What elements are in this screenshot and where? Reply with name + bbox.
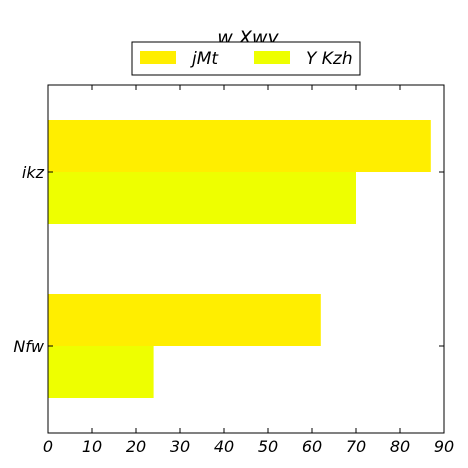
x-tick-label: 40: [214, 437, 234, 456]
x-tick-label: 10: [82, 437, 102, 456]
legend-swatch-y-kzh: [254, 51, 290, 64]
legend-label-jmt: jMt: [190, 49, 219, 69]
x-tick-label: 50: [258, 437, 278, 456]
bar-y-kzh-ikz: [48, 172, 356, 224]
x-tick-label: 60: [302, 437, 322, 456]
x-tick-label: 30: [170, 437, 190, 456]
y-tick-label: ikz: [22, 163, 45, 182]
x-tick-label: 80: [390, 437, 410, 456]
y-tick-label: Nfw: [13, 337, 45, 356]
x-tick-label: 0: [43, 437, 53, 456]
x-tick-label: 20: [126, 437, 146, 456]
legend-label-y-kzh: Y Kzh: [306, 49, 353, 69]
bar-jmt-nfw: [48, 294, 321, 346]
plot-area-frame: [47, 84, 445, 434]
legend-swatch-jmt: [140, 51, 176, 64]
bars-group: [48, 120, 431, 398]
ticks-group: Nfw ikz 0 10 20 30 40 50 60 70 80 90: [13, 85, 454, 456]
bar-y-kzh-nfw: [48, 346, 154, 398]
legend: jMt Y Kzh: [131, 41, 361, 76]
bar-jmt-ikz: [48, 120, 431, 172]
x-tick-label: 90: [434, 437, 454, 456]
x-tick-label: 70: [346, 437, 366, 456]
